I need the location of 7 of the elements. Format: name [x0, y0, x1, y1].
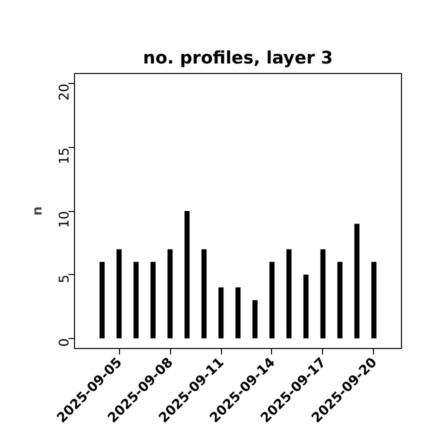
y-axis-title: n	[30, 206, 46, 216]
y-tick-label: 0	[58, 338, 72, 347]
y-tick-label: 10	[58, 210, 72, 228]
chart-title: no. profiles, layer 3	[143, 48, 333, 68]
y-tick-label: 5	[58, 274, 72, 284]
y-tick-label: 15	[58, 147, 72, 164]
y-tick-label: 20	[58, 84, 72, 101]
